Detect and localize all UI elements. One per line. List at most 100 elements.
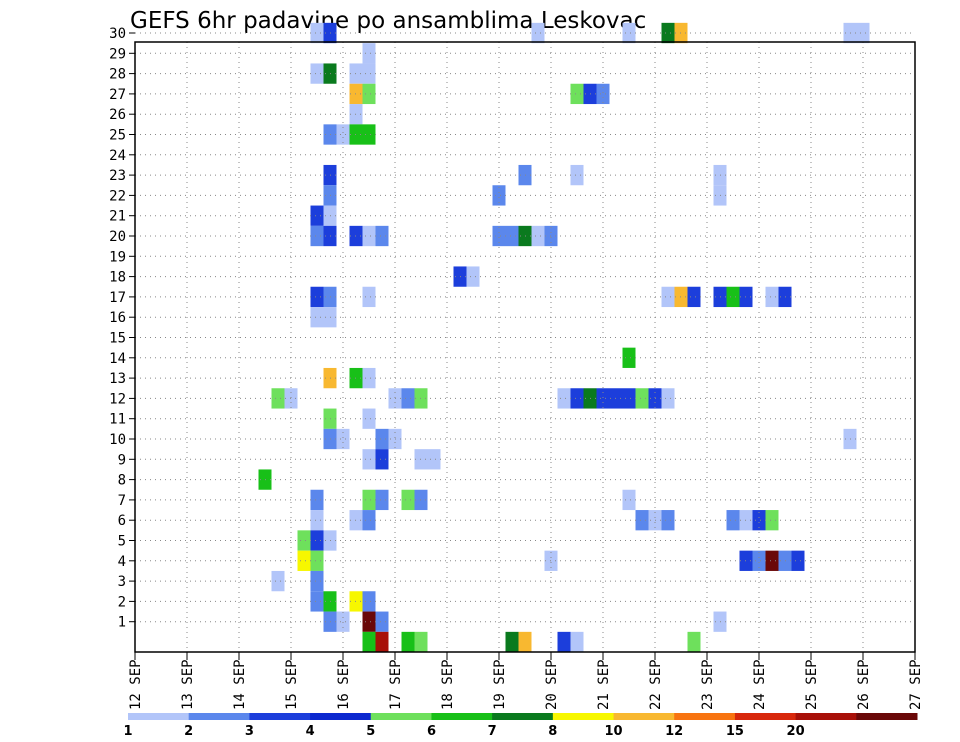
x-tick-label: 13 SEP bbox=[180, 659, 196, 710]
heatmap-cell bbox=[570, 164, 584, 186]
legend-swatch bbox=[492, 713, 554, 720]
heatmap-cell bbox=[401, 631, 415, 653]
heatmap-cell bbox=[622, 22, 636, 44]
x-tick-label: 25 SEP bbox=[804, 659, 820, 710]
legend-swatch bbox=[795, 713, 857, 720]
y-tick-label: 9 bbox=[118, 452, 126, 468]
heatmap-cell bbox=[362, 408, 376, 429]
heatmap-cell bbox=[557, 631, 571, 653]
legend-swatch bbox=[431, 713, 493, 720]
y-tick-label: 20 bbox=[109, 229, 126, 245]
y-tick-label: 18 bbox=[109, 270, 126, 286]
heatmap-cell bbox=[362, 367, 376, 389]
heatmap-cell bbox=[310, 550, 324, 571]
heatmap-cell bbox=[362, 611, 376, 632]
y-tick-label: 4 bbox=[118, 554, 126, 570]
heatmap-cell bbox=[362, 510, 376, 531]
heatmap-cell bbox=[310, 22, 324, 44]
x-tick-label: 16 SEP bbox=[336, 659, 352, 710]
x-tick-label: 23 SEP bbox=[700, 659, 716, 710]
x-tick-label: 18 SEP bbox=[440, 659, 456, 710]
heatmap-cell bbox=[336, 124, 350, 145]
y-tick-label: 21 bbox=[109, 209, 126, 225]
x-tick-label: 21 SEP bbox=[596, 659, 612, 710]
heatmap-cell bbox=[375, 449, 389, 470]
heatmap-cell bbox=[375, 428, 389, 450]
legend-label: 2 bbox=[184, 724, 193, 739]
heatmap-cell bbox=[362, 489, 376, 511]
x-tick-label: 20 SEP bbox=[544, 659, 560, 710]
legend-swatch bbox=[613, 713, 675, 720]
heatmap-cell bbox=[297, 530, 311, 551]
heatmap-cell bbox=[310, 286, 324, 308]
x-tick-label: 12 SEP bbox=[128, 659, 144, 710]
x-tick-label: 17 SEP bbox=[388, 659, 404, 710]
heatmap-cell bbox=[336, 611, 350, 632]
y-tick-label: 2 bbox=[118, 594, 126, 610]
heatmap-cell bbox=[362, 63, 376, 84]
heatmap-cell bbox=[726, 510, 740, 531]
heatmap-cell bbox=[362, 591, 376, 612]
heatmap-cell bbox=[427, 449, 441, 470]
heatmap-cell bbox=[401, 489, 415, 511]
legend-label: 7 bbox=[488, 724, 497, 739]
heatmap-cell bbox=[531, 22, 545, 44]
heatmap-cell bbox=[466, 266, 480, 287]
legend-label: 4 bbox=[306, 724, 315, 739]
heatmap-cell bbox=[310, 225, 324, 247]
heatmap-cell bbox=[635, 388, 649, 409]
y-tick-label: 5 bbox=[118, 534, 126, 550]
y-tick-label: 30 bbox=[109, 26, 126, 42]
y-tick-label: 7 bbox=[118, 493, 126, 509]
x-tick-label: 22 SEP bbox=[648, 659, 664, 710]
legend-swatch bbox=[188, 713, 250, 720]
heatmap-cell bbox=[557, 388, 571, 409]
y-tick-label: 11 bbox=[109, 412, 126, 428]
legend-swatch bbox=[370, 713, 432, 720]
y-tick-label: 27 bbox=[109, 87, 126, 103]
y-axis-ticks: 1234567891011121314151617181920212223242… bbox=[109, 26, 135, 631]
heatmap-cell bbox=[362, 225, 376, 247]
heatmap-cell bbox=[531, 225, 545, 247]
heatmap-cell bbox=[362, 449, 376, 470]
heatmap-cell bbox=[661, 22, 675, 44]
plot-frame bbox=[134, 41, 916, 653]
heatmap-cell bbox=[661, 286, 675, 308]
legend-swatch bbox=[856, 713, 918, 720]
heatmap-cell bbox=[596, 388, 610, 409]
heatmap-cells bbox=[258, 22, 870, 653]
heatmap-cell bbox=[596, 83, 610, 105]
y-tick-label: 12 bbox=[109, 391, 126, 407]
heatmap-cell bbox=[375, 489, 389, 511]
heatmap-cell bbox=[687, 286, 701, 308]
legend-label: 12 bbox=[665, 724, 683, 739]
heatmap-cell bbox=[570, 388, 584, 409]
x-tick-label: 27 SEP bbox=[908, 659, 924, 710]
heatmap-cell bbox=[362, 124, 376, 145]
heatmap-cell bbox=[622, 347, 636, 368]
y-tick-label: 3 bbox=[118, 574, 126, 590]
y-tick-label: 23 bbox=[109, 168, 126, 184]
heatmap-cell bbox=[310, 570, 324, 592]
legend-swatch bbox=[128, 713, 190, 720]
legend-label: 15 bbox=[726, 724, 744, 739]
heatmap-cell bbox=[362, 43, 376, 64]
heatmap-cell bbox=[570, 631, 584, 653]
heatmap-cell bbox=[362, 286, 376, 308]
legend-label: 20 bbox=[787, 724, 805, 739]
heatmap-cell bbox=[635, 510, 649, 531]
heatmap-cell bbox=[336, 428, 350, 450]
chart-title: GEFS 6hr padavine po ansamblima Leskovac bbox=[130, 8, 646, 34]
legend-label: 10 bbox=[604, 724, 622, 739]
heatmap-cell bbox=[505, 225, 519, 247]
x-tick-label: 24 SEP bbox=[752, 659, 768, 710]
heatmap-cell bbox=[518, 631, 532, 653]
legend-label: 1 bbox=[123, 724, 132, 739]
heatmap-cell bbox=[362, 631, 376, 653]
y-tick-label: 22 bbox=[109, 188, 126, 204]
y-tick-label: 14 bbox=[109, 351, 126, 367]
heatmap-cell bbox=[752, 550, 766, 571]
heatmap-cell bbox=[765, 510, 779, 531]
heatmap-cell bbox=[752, 510, 766, 531]
